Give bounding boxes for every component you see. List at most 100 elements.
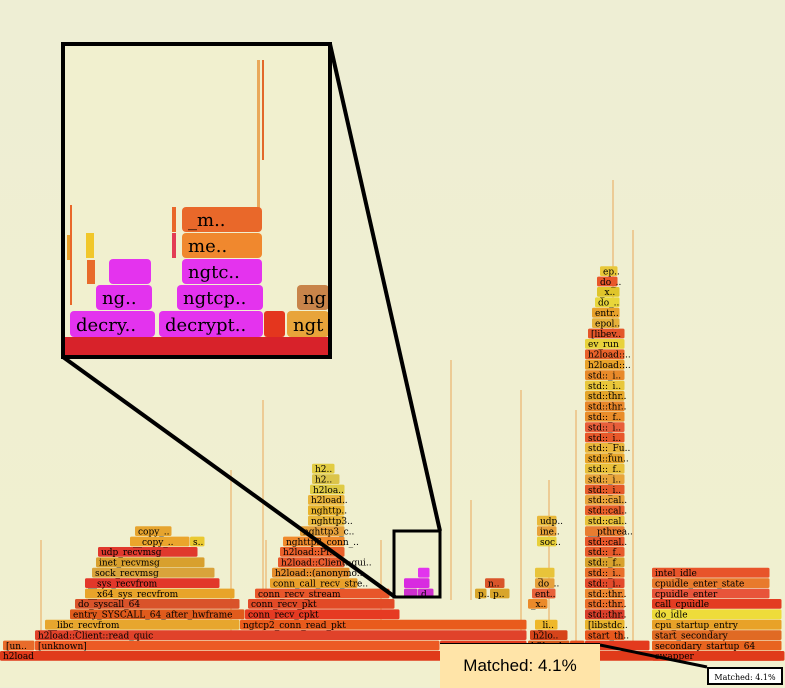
flame-frame[interactable]: sock_recvmsg bbox=[92, 567, 215, 579]
flame-frame[interactable]: s.. bbox=[190, 536, 205, 548]
flame-frame[interactable]: [unknown] bbox=[35, 640, 440, 652]
flame-frame[interactable]: h2loa.. bbox=[310, 484, 345, 496]
flame-frame[interactable]: conn_recv_stream bbox=[255, 588, 390, 600]
flame-frame[interactable]: [libev.. bbox=[588, 328, 625, 340]
flame-frame[interactable]: h2.. bbox=[312, 474, 340, 485]
flame-frame[interactable]: std::_f.. bbox=[585, 547, 625, 558]
flame-frame[interactable]: cpuidle_enter bbox=[652, 588, 770, 600]
flame-frame[interactable]: conn_call_recv_stre.. bbox=[270, 578, 368, 589]
flame-frame[interactable]: std::thr.. bbox=[585, 599, 627, 610]
flame-frame[interactable]: do_syscall_64 bbox=[75, 599, 240, 610]
zoom-frame-rect bbox=[96, 285, 152, 310]
flame-sliver bbox=[265, 540, 267, 600]
flame-frame[interactable] bbox=[418, 567, 430, 578]
flame-frame[interactable]: __pthrea.. bbox=[585, 526, 633, 537]
flame-frame[interactable]: do_.. bbox=[597, 276, 622, 288]
flame-frame[interactable]: p.. bbox=[490, 588, 510, 600]
flame-frame[interactable]: conn_recv_pkt bbox=[248, 599, 395, 610]
flame-frame[interactable]: soc.. bbox=[537, 536, 561, 548]
flame-frame-label: h2load::Client::read_quic bbox=[38, 631, 153, 641]
flame-frame[interactable]: start_th.. bbox=[585, 630, 629, 641]
flame-frame[interactable]: std::cal.. bbox=[585, 505, 627, 517]
flame-frame[interactable]: std::thr.. bbox=[585, 401, 627, 413]
flame-frame[interactable]: h2load::.. bbox=[585, 349, 631, 361]
flame-frame[interactable]: h2load::(anonymo.. bbox=[272, 567, 363, 579]
flame-frame[interactable]: ent.. bbox=[532, 588, 556, 600]
flame-frame[interactable]: h2load::Client::qui.. bbox=[278, 557, 372, 569]
flame-frame[interactable]: entry_SYSCALL_64_after_hwframe bbox=[70, 609, 245, 621]
flame-frame[interactable]: _x.. bbox=[528, 599, 548, 610]
flame-frame[interactable]: __sys_recvfrom bbox=[85, 578, 220, 589]
flame-frame[interactable]: std::cal.. bbox=[585, 495, 627, 506]
flame-frame[interactable]: epol.. bbox=[592, 318, 620, 329]
flame-frame[interactable]: std::cal.. bbox=[585, 536, 627, 548]
flame-frame[interactable]: std::fun.. bbox=[585, 453, 629, 465]
flame-frame[interactable]: start_secondary bbox=[652, 630, 782, 641]
flame-frame[interactable]: std::_f.. bbox=[585, 557, 625, 569]
flame-frame[interactable]: intel_idle bbox=[652, 567, 770, 579]
flame-frame[interactable]: udp.. bbox=[537, 515, 563, 527]
flame-frame-rect bbox=[585, 474, 625, 484]
flame-frame[interactable]: std::_i.. bbox=[585, 578, 625, 589]
flame-frame[interactable]: std::_i.. bbox=[585, 474, 625, 485]
flame-frame[interactable]: std::_Fu.. bbox=[585, 443, 630, 454]
flame-frame[interactable]: std::_f.. bbox=[585, 411, 625, 423]
flame-frame[interactable]: ep.. bbox=[600, 266, 620, 277]
flame-frame[interactable]: __x64_sys_recvfrom bbox=[85, 588, 235, 600]
flame-frame[interactable]: std::thr.. bbox=[585, 609, 627, 621]
flame-frame[interactable]: std::_i.. bbox=[585, 370, 625, 381]
flame-frame[interactable]: std::thr.. bbox=[585, 588, 627, 600]
flame-frame[interactable]: ev_run bbox=[585, 339, 625, 350]
flame-frame[interactable]: std::_f.. bbox=[585, 463, 625, 475]
flame-frame[interactable]: _li.. bbox=[535, 619, 558, 631]
flame-frame[interactable]: secondary_startup_64 bbox=[652, 640, 782, 652]
flame-sliver bbox=[575, 410, 577, 650]
zoom-frame-label: ngtc.. bbox=[188, 262, 240, 283]
flame-frame[interactable] bbox=[404, 578, 430, 588]
flame-frame[interactable]: do_.. bbox=[595, 297, 620, 309]
flame-frame[interactable]: swapper bbox=[652, 651, 782, 662]
flame-frame[interactable]: __copy_.. bbox=[130, 536, 190, 548]
flame-frame[interactable]: std::_i.. bbox=[585, 484, 625, 496]
flame-frame[interactable]: std::_i.. bbox=[585, 567, 625, 579]
flame-frame[interactable]: conn_recv_cpkt bbox=[245, 609, 400, 621]
flame-frame[interactable]: copy_.. bbox=[135, 526, 172, 537]
flame-frame[interactable] bbox=[585, 640, 650, 651]
flame-frame[interactable]: entr.. bbox=[592, 307, 620, 319]
flame-frame-rect bbox=[272, 567, 350, 578]
flame-frame[interactable]: cpuidle_enter_state bbox=[652, 578, 770, 589]
flame-frame[interactable]: n.. bbox=[485, 578, 505, 589]
flame-frame[interactable]: do_.. bbox=[535, 578, 560, 589]
flame-frame[interactable]: h2load::.. bbox=[585, 359, 631, 371]
flame-frame[interactable]: __libc_recvfrom bbox=[45, 619, 240, 631]
flame-frame[interactable]: ngtcp2_conn_read_pkt bbox=[240, 619, 527, 631]
flame-frame[interactable]: _ bbox=[535, 567, 555, 579]
flame-frame[interactable]: [un.. bbox=[3, 640, 35, 652]
flame-frame[interactable]: inet_recvmsg bbox=[96, 557, 205, 569]
flame-frame-label: h2load::(anonymo.. bbox=[275, 568, 363, 579]
flame-frame[interactable]: std::_i.. bbox=[585, 432, 625, 444]
flame-frame[interactable]: ine.. bbox=[537, 526, 560, 537]
flame-frame[interactable]: h2load.. bbox=[308, 495, 348, 506]
flame-frame[interactable]: nghttp3.. bbox=[308, 515, 353, 527]
flame-frame[interactable]: std::_i.. bbox=[585, 380, 625, 392]
flame-frame[interactable]: call_cpuidle bbox=[652, 599, 782, 610]
flame-frame[interactable]: std::_i.. bbox=[585, 422, 625, 433]
flame-frame-rect bbox=[585, 422, 625, 432]
flame-frame[interactable]: cpu_startup_entry bbox=[652, 619, 782, 631]
flame-frame[interactable]: [libstdc.. bbox=[585, 619, 628, 631]
flame-frame[interactable]: nghttp3_c.. bbox=[300, 526, 354, 537]
flame-frame[interactable]: h2lo.. bbox=[530, 630, 568, 641]
flame-frame[interactable]: h2.. bbox=[312, 463, 335, 475]
flame-frame-rect bbox=[652, 630, 782, 640]
flame-frame[interactable]: std::thr.. bbox=[585, 391, 627, 402]
flame-frame[interactable]: udp_recvmsg bbox=[98, 547, 198, 558]
flame-frame-label: swapper bbox=[655, 652, 695, 662]
flame-frame[interactable]: nghttp.. bbox=[308, 505, 347, 517]
zoom-frame-label: decry.. bbox=[76, 315, 136, 336]
flame-frame[interactable]: h2load::Client::read_quic bbox=[35, 630, 527, 641]
flame-frame[interactable]: _x.. bbox=[597, 287, 620, 298]
flame-frame[interactable]: do_idle bbox=[652, 609, 782, 621]
flame-frame[interactable]: std::cal.. bbox=[585, 515, 627, 527]
flame-frame[interactable]: p.. bbox=[475, 588, 490, 600]
